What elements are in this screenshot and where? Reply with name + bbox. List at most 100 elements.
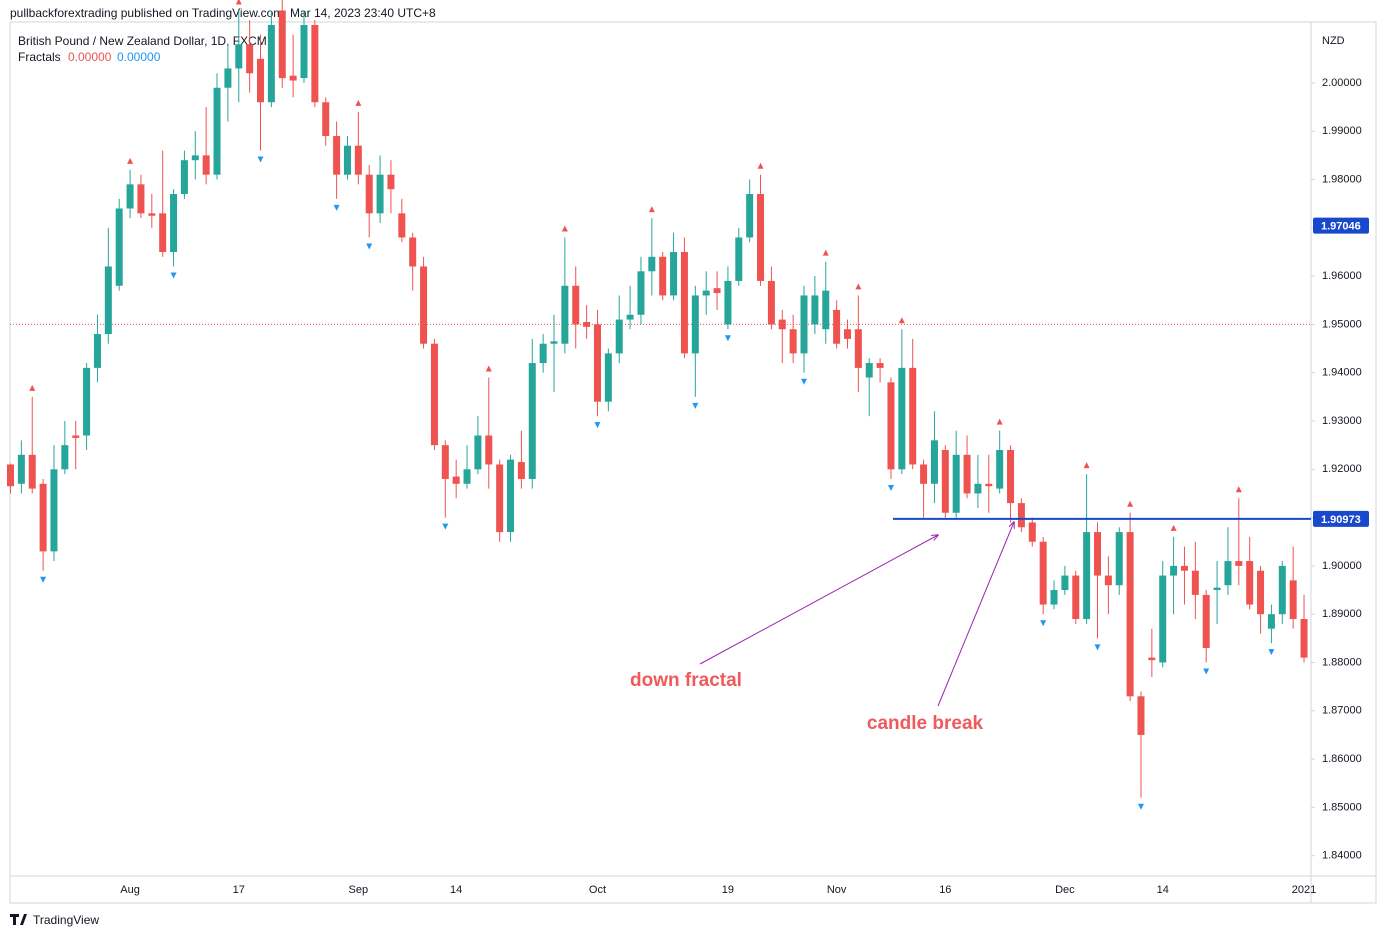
- candle-body: [778, 319, 786, 330]
- candle-body: [1072, 575, 1080, 620]
- candle-body: [1148, 657, 1156, 661]
- candle-body: [865, 363, 873, 378]
- up-fractal: [1170, 524, 1177, 531]
- candle-body: [985, 483, 993, 487]
- candle-body: [257, 58, 265, 103]
- x-tick-label: 14: [1157, 884, 1169, 896]
- candle-body: [604, 353, 612, 402]
- header: pullbackforextrading published on Tradin…: [10, 6, 436, 20]
- candle-body: [1289, 580, 1297, 620]
- price-label: 1.97046: [1321, 221, 1361, 233]
- candle-body: [811, 295, 819, 325]
- candle-body: [463, 469, 471, 484]
- down-fractal: [887, 484, 894, 491]
- candle-body: [485, 435, 493, 465]
- candle-body: [1094, 532, 1101, 576]
- candle-body: [561, 285, 569, 344]
- annotation: down fractal: [630, 670, 742, 691]
- x-tick-label: 2021: [1292, 884, 1316, 896]
- indicator-name: Fractals: [18, 50, 61, 64]
- candle-body: [615, 319, 623, 354]
- candle-body: [583, 321, 591, 327]
- candle-body: [930, 440, 938, 484]
- candle-body: [83, 367, 91, 436]
- candle-body: [398, 213, 406, 238]
- down-fractal: [1040, 620, 1047, 627]
- x-tick-label: 19: [722, 884, 734, 896]
- x-tick-label: Oct: [589, 884, 606, 896]
- chart-title: British Pound / New Zealand Dollar, 1D, …: [18, 34, 267, 48]
- up-fractal: [757, 162, 764, 169]
- candle-body: [670, 251, 678, 296]
- candle-body: [202, 155, 210, 175]
- candle-body: [1180, 565, 1188, 571]
- up-fractal: [29, 384, 36, 391]
- up-fractal: [127, 157, 134, 164]
- up-fractal: [855, 283, 862, 290]
- up-fractal: [561, 225, 568, 232]
- candle-body: [1159, 575, 1167, 663]
- annotation-arrow: [699, 535, 938, 665]
- annotation-arrow: [937, 522, 1014, 707]
- candle-body: [376, 174, 384, 214]
- down-fractal: [1094, 644, 1101, 651]
- down-fractal: [1203, 668, 1210, 675]
- candle-body: [1126, 532, 1134, 697]
- candle-body: [1235, 561, 1243, 566]
- up-fractal: [898, 317, 905, 324]
- up-fractal: [485, 365, 492, 372]
- up-fractal: [235, 0, 242, 5]
- y-tick-label: 1.86000: [1322, 753, 1362, 765]
- indicator-down: 0.00000: [117, 50, 161, 64]
- y-tick-label: 1.89000: [1322, 608, 1362, 620]
- y-tick-label: 1.87000: [1322, 705, 1362, 717]
- candle-body: [496, 464, 504, 533]
- candle-body: [974, 483, 982, 494]
- candle-body: [1137, 696, 1145, 735]
- candle-body: [713, 288, 721, 294]
- candle-body: [898, 367, 906, 470]
- candle-body: [909, 367, 917, 465]
- candle-body: [322, 102, 330, 137]
- candle-body: [1257, 570, 1265, 615]
- down-fractal: [724, 335, 731, 342]
- candle-body: [289, 75, 297, 81]
- candle-body: [430, 343, 438, 446]
- down-fractal: [333, 204, 340, 211]
- down-fractal: [594, 422, 601, 429]
- candle-body: [452, 476, 460, 484]
- x-tick-label: 16: [939, 884, 951, 896]
- candle-body: [267, 24, 275, 103]
- candle-body: [1213, 587, 1221, 591]
- candle-body: [365, 174, 373, 214]
- candle-body: [680, 251, 688, 354]
- candle-body: [724, 280, 732, 325]
- down-fractal: [442, 523, 449, 530]
- candle-body: [691, 295, 699, 354]
- candle-body: [507, 459, 515, 533]
- candle-body: [39, 483, 47, 552]
- candle-body: [246, 44, 254, 74]
- candle-body: [137, 184, 145, 214]
- candle-body: [93, 334, 101, 368]
- candle-body: [1267, 614, 1275, 629]
- price-label-box: [1313, 510, 1369, 527]
- candle-body: [213, 87, 221, 175]
- x-tick-label: 17: [233, 884, 245, 896]
- candle-body: [420, 266, 428, 344]
- candle-body: [659, 256, 667, 296]
- candle-body: [843, 329, 851, 339]
- candle-body: [789, 329, 797, 354]
- up-fractal: [1127, 500, 1134, 507]
- candle-body: [1017, 503, 1025, 528]
- candle-body: [963, 454, 971, 494]
- candle-body: [876, 363, 884, 368]
- candle-body: [1104, 575, 1112, 586]
- candle-body: [1050, 590, 1058, 605]
- candle-body: [1246, 561, 1254, 605]
- candle-body: [333, 136, 341, 175]
- up-fractal: [1235, 486, 1242, 493]
- y-tick-label: 1.95000: [1322, 318, 1362, 330]
- candle-body: [126, 184, 134, 209]
